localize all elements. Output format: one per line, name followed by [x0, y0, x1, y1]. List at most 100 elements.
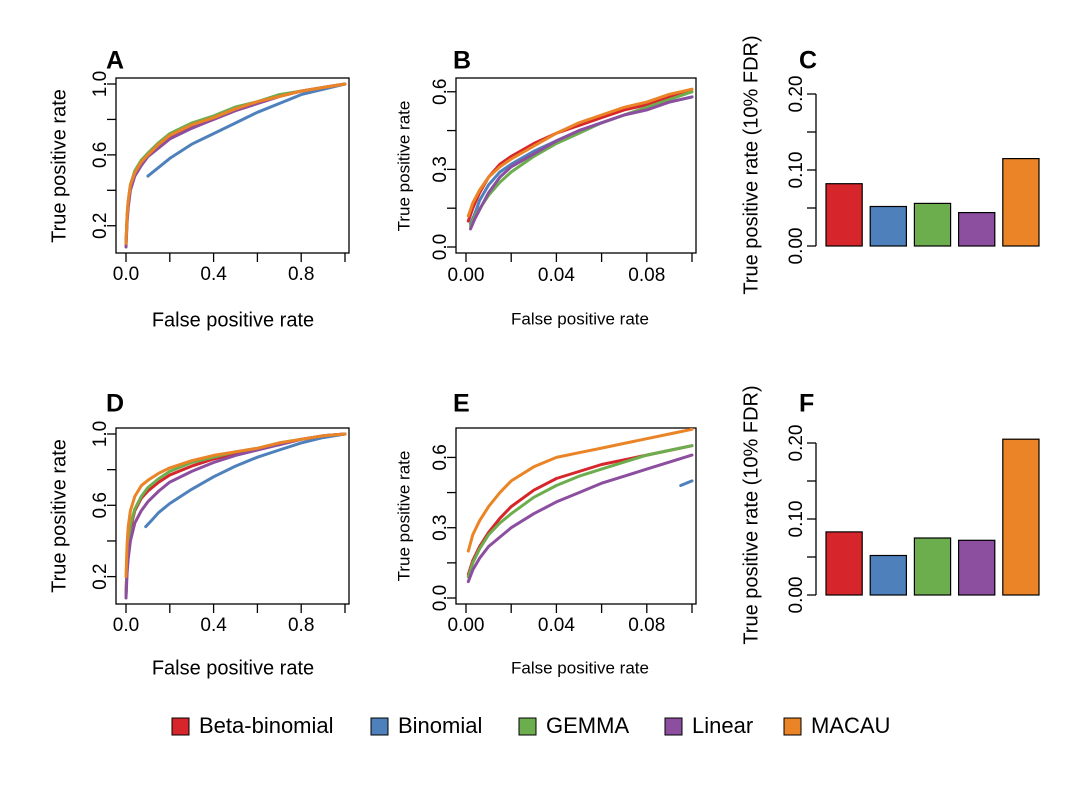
legend-item-binomial: Binomial	[370, 713, 482, 738]
y-axis-title: True positive rate	[394, 451, 413, 582]
bar-linear	[957, 212, 996, 247]
legend: Beta-binomial Binomial GEMMA Linear MACAU	[171, 713, 890, 738]
bar-macau	[1002, 438, 1040, 596]
series-group	[124, 432, 347, 600]
panel-letter: E	[453, 390, 470, 418]
plot-frame	[115, 77, 350, 254]
legend-label: Linear	[692, 713, 753, 738]
x-tick-label: 0.08	[628, 265, 665, 286]
series-group	[124, 82, 347, 249]
y-axis-title: True positive rate	[394, 101, 413, 232]
plot-frame	[115, 427, 350, 605]
legend-label: Binomial	[398, 713, 482, 738]
bar-binomial	[869, 554, 908, 596]
series-line-binomial	[679, 479, 694, 487]
bar-beta-binomial	[825, 531, 863, 596]
legend-item-macau: MACAU	[783, 713, 890, 738]
panel-letter: F	[799, 390, 814, 418]
series-line-linear	[469, 95, 694, 231]
series-line-linear	[466, 453, 694, 584]
series-line-macau	[466, 428, 694, 553]
y-axis-title: True positive rate	[48, 439, 70, 593]
y-tick-label: 0.20	[786, 76, 807, 113]
series-group	[466, 428, 694, 584]
x-axis-title: False positive rate	[511, 309, 649, 328]
x-tick-label: 0.8	[288, 264, 314, 285]
series-group	[466, 87, 694, 231]
y-tick-label: 0.0	[430, 585, 451, 611]
legend-label: MACAU	[811, 713, 890, 738]
y-tick-label: 0.6	[430, 444, 451, 470]
panel-letter: A	[106, 47, 124, 75]
y-tick-label: 0.00	[786, 577, 807, 614]
bar-gemma	[913, 202, 952, 247]
x-tick-label: 0.4	[200, 264, 227, 285]
legend-item-gemma: GEMMA	[518, 713, 629, 738]
legend-swatch	[783, 717, 802, 736]
legend-swatch	[664, 717, 683, 736]
legend-swatch	[518, 717, 537, 736]
plot-frame	[455, 77, 697, 254]
y-tick-label: 0.2	[90, 563, 111, 589]
panel-a: A 0.0 0.4 0.8 0.2 0.6 1.0 False positive rate Tr…	[48, 47, 350, 331]
y-tick-label: 0.6	[430, 79, 451, 105]
panel-d: D 0.0 0.4 0.8 0.2 0.6 1.0 False positive rate Tr…	[48, 390, 350, 679]
series-line-macau	[124, 432, 347, 579]
y-tick-label: 0.00	[786, 228, 807, 265]
bar-macau	[1002, 158, 1040, 247]
bar-gemma	[913, 537, 952, 596]
y-tick-label: 0.0	[430, 234, 451, 260]
y-tick-label: 0.6	[90, 142, 111, 168]
panel-letter: D	[106, 390, 124, 418]
y-tick-label: 0.6	[90, 492, 111, 518]
x-tick-label: 0.00	[448, 615, 485, 636]
series-line-macau	[466, 87, 694, 218]
panel-c: C 0.00 0.10 0.20 True positive rate (10% FDR…	[740, 35, 1040, 295]
y-tick-label: 0.10	[786, 501, 807, 538]
y-tick-label: 0.3	[430, 156, 451, 182]
plot-frame	[455, 427, 697, 605]
panel-f: F 0.00 0.10 0.20 True positive rate (10% FDR…	[740, 385, 1040, 645]
legend-item-beta-binomial: Beta-binomial	[171, 713, 334, 738]
x-axis-title: False positive rate	[152, 309, 314, 331]
series-line-macau	[124, 82, 347, 245]
panel-e: E 0.00 0.04 0.08 0.0 0.3 0.6 False positive rat…	[394, 390, 697, 677]
y-tick-label: 1.0	[90, 421, 111, 447]
y-axis-title: True positive rate (10% FDR)	[740, 385, 762, 644]
legend-swatch	[171, 717, 190, 736]
x-axis-title: False positive rate	[152, 657, 314, 679]
series-line-gemma	[466, 444, 694, 579]
x-axis-title: False positive rate	[511, 658, 649, 677]
y-tick-label: 1.0	[90, 71, 111, 97]
panel-letter: C	[799, 47, 817, 75]
x-tick-label: 0.04	[538, 265, 575, 286]
series-line-binomial	[146, 82, 347, 178]
x-tick-label: 0.00	[448, 265, 485, 286]
y-tick-label: 0.20	[786, 425, 807, 462]
y-tick-label: 0.3	[430, 515, 451, 541]
series-line-binomial	[144, 432, 347, 529]
panel-b: B 0.00 0.04 0.08 0.0 0.3 0.6 False positive rat…	[394, 47, 697, 328]
y-tick-label: 0.10	[786, 152, 807, 189]
x-tick-label: 0.0	[113, 615, 139, 636]
x-tick-label: 0.04	[538, 615, 575, 636]
series-line-linear	[124, 432, 347, 600]
legend-label: Beta-binomial	[199, 713, 334, 738]
bar-binomial	[869, 205, 908, 247]
series-line-gemma	[469, 90, 694, 228]
bar-beta-binomial	[825, 183, 863, 247]
x-tick-label: 0.8	[288, 615, 314, 636]
panel-letter: B	[453, 47, 471, 75]
bar-linear	[957, 539, 996, 596]
x-tick-label: 0.4	[200, 615, 227, 636]
y-axis-title: True positive rate (10% FDR)	[740, 35, 762, 294]
legend-label: GEMMA	[546, 713, 629, 738]
legend-item-linear: Linear	[664, 713, 753, 738]
y-tick-label: 0.2	[90, 213, 111, 239]
series-line-beta-binomial	[466, 90, 694, 223]
legend-swatch	[370, 717, 389, 736]
y-axis-title: True positive rate	[48, 89, 70, 243]
x-tick-label: 0.0	[113, 264, 139, 285]
x-tick-label: 0.08	[628, 615, 665, 636]
